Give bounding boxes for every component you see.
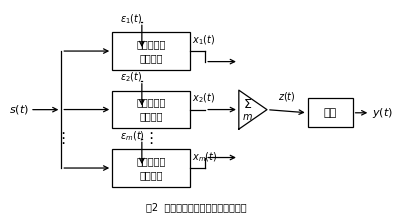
- Text: ⋮: ⋮: [144, 131, 159, 146]
- Text: $x_m(t)$: $x_m(t)$: [191, 150, 217, 164]
- Text: $m$: $m$: [242, 112, 253, 122]
- Bar: [308, 98, 353, 127]
- Bar: [112, 149, 190, 187]
- Text: 最佳匹配双
稳态系统: 最佳匹配双 稳态系统: [137, 156, 166, 180]
- Text: 图2  最佳匹配阵列双稳态系统方框图: 图2 最佳匹配阵列双稳态系统方框图: [146, 202, 246, 212]
- Text: $z(t)$: $z(t)$: [279, 90, 296, 103]
- Text: $\varepsilon_1(t)$: $\varepsilon_1(t)$: [120, 12, 142, 26]
- Bar: [112, 91, 190, 128]
- Text: $s(t)$: $s(t)$: [8, 103, 28, 116]
- Text: $y(t)$: $y(t)$: [372, 106, 393, 120]
- Text: 最佳匹配双
稳态系统: 最佳匹配双 稳态系统: [137, 97, 166, 122]
- Text: 最佳匹配双
稳态系统: 最佳匹配双 稳态系统: [137, 39, 166, 63]
- Text: $\Sigma$: $\Sigma$: [243, 98, 252, 111]
- Text: 判决: 判决: [324, 108, 337, 118]
- Text: $x_2(t)$: $x_2(t)$: [191, 92, 215, 105]
- Text: $x_1(t)$: $x_1(t)$: [191, 33, 215, 47]
- Text: ⋮: ⋮: [56, 131, 71, 146]
- Bar: [112, 32, 190, 70]
- Text: $\varepsilon_2(t)$: $\varepsilon_2(t)$: [120, 71, 142, 84]
- Text: $\varepsilon_m(t)$: $\varepsilon_m(t)$: [120, 129, 145, 143]
